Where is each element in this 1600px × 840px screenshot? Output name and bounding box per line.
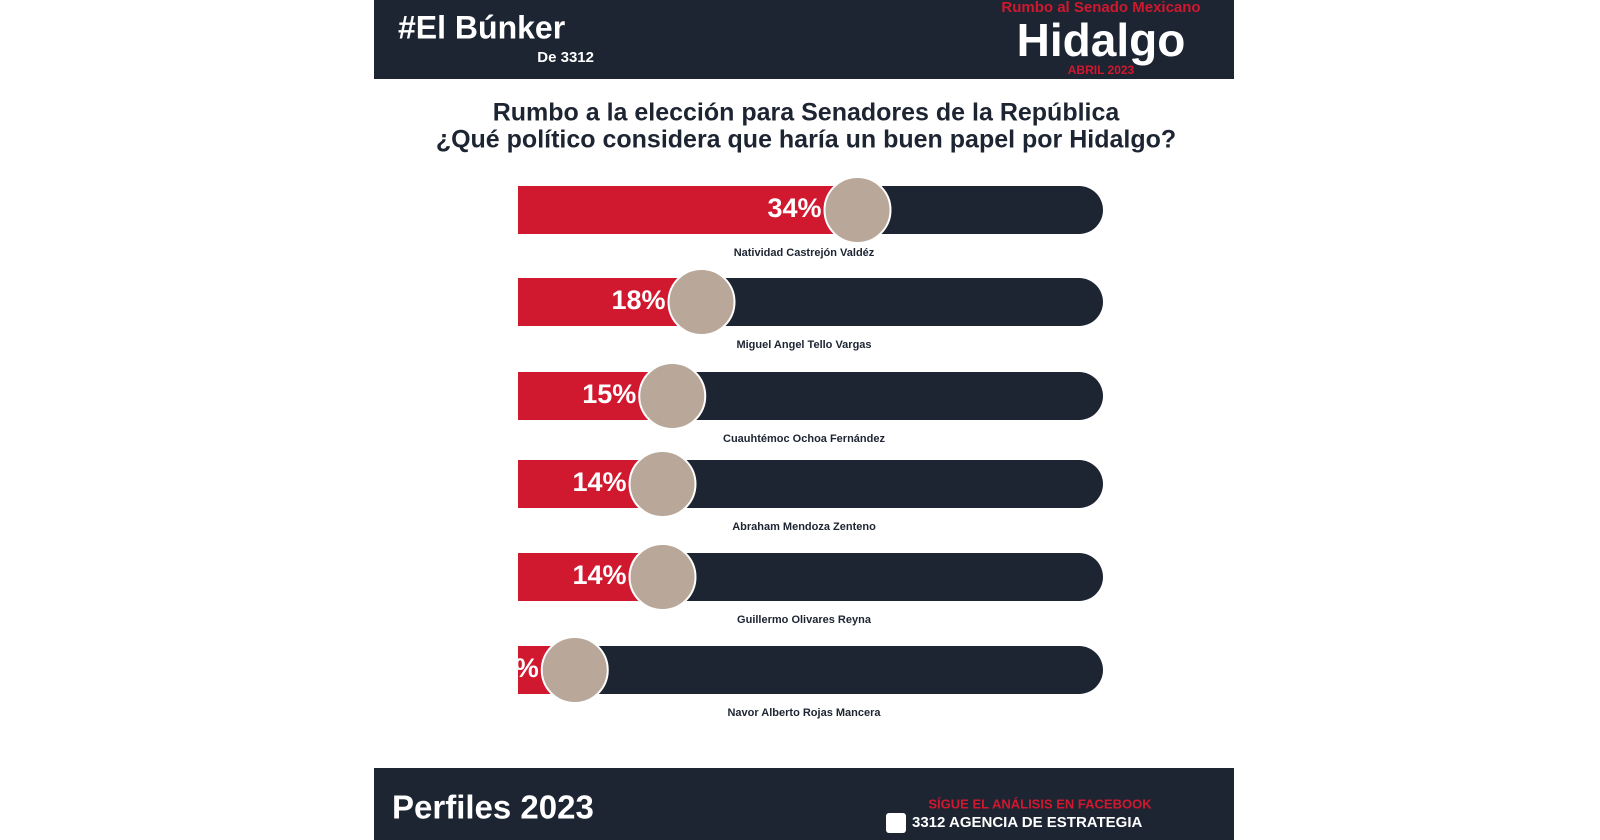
- photo: [540, 636, 609, 704]
- brand: #El Búnker: [398, 9, 565, 45]
- footer-cta: SÍGUE EL ANÁLISIS EN FACEBOOK: [928, 796, 1152, 811]
- value-label: 14%: [572, 560, 626, 590]
- bar-chart: 34% Natividad Castrejón Valdéz 18% Miguel A…: [500, 176, 1103, 719]
- photo: [638, 362, 707, 430]
- value-label: 34%: [767, 193, 821, 223]
- photo: [823, 176, 892, 244]
- bar: [518, 186, 850, 234]
- bar-track: [518, 646, 1103, 694]
- footer-page: 3312 AGENCIA DE ESTRATEGIA: [912, 814, 1142, 831]
- chart-title: Rumbo a la elección para Senadores de la…: [493, 99, 1121, 127]
- header-bar: [374, 0, 1234, 79]
- category-label: Natividad Castrejón Valdéz: [734, 247, 875, 259]
- value-label: 5%: [500, 653, 539, 683]
- photo: [628, 450, 697, 518]
- photo: [628, 543, 697, 611]
- facebook-icon: [886, 813, 906, 833]
- footer-title: Perfiles 2023: [392, 789, 594, 826]
- brand-sub: De 3312: [537, 49, 594, 66]
- category-label: Abraham Mendoza Zenteno: [732, 521, 876, 533]
- category-label: Navor Alberto Rojas Mancera: [727, 707, 881, 719]
- photo: [667, 268, 736, 336]
- bar: [518, 278, 694, 326]
- category-label: Guillermo Olivares Reyna: [737, 614, 872, 626]
- chart-subtitle: ¿Qué político considera que haría un bue…: [436, 126, 1176, 154]
- category-label: Miguel Angel Tello Vargas: [736, 339, 871, 351]
- date: ABRIL 2023: [1068, 63, 1135, 77]
- state: Hidalgo: [1017, 14, 1186, 66]
- value-label: 18%: [611, 285, 665, 315]
- value-label: 15%: [582, 379, 636, 409]
- footer-bar: [374, 768, 1234, 840]
- category-label: Cuauhtémoc Ochoa Fernández: [723, 433, 885, 445]
- kicker: Rumbo al Senado Mexicano: [1001, 0, 1200, 16]
- value-label: 14%: [572, 467, 626, 497]
